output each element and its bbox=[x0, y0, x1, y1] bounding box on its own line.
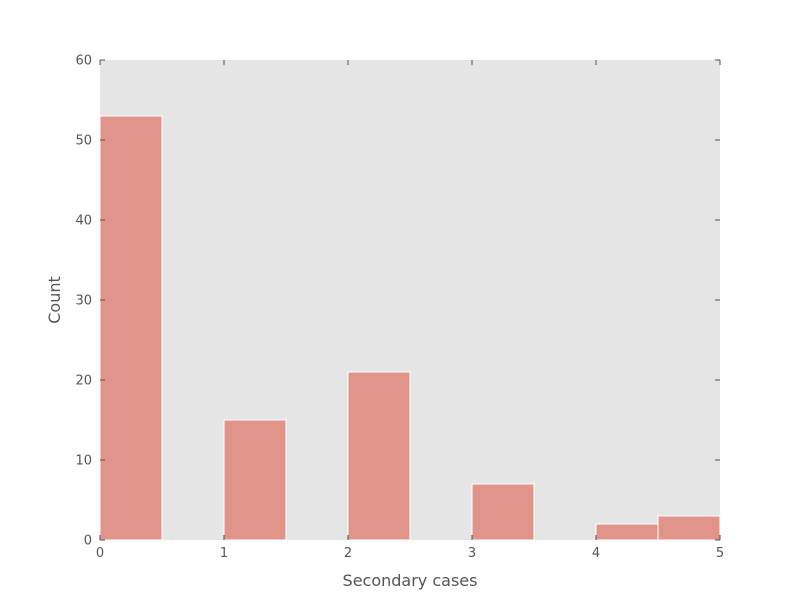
ticks-group bbox=[99, 59, 721, 541]
x-axis-label: Secondary cases bbox=[343, 571, 478, 590]
bar-2 bbox=[223, 419, 287, 541]
x-tick-label-2: 2 bbox=[344, 546, 352, 561]
y-tick-label-6: 60 bbox=[75, 54, 92, 69]
x-tick-label-4: 4 bbox=[592, 546, 600, 561]
bar-4 bbox=[347, 371, 411, 541]
bar-0 bbox=[99, 115, 163, 541]
y-tick-label-4: 40 bbox=[75, 214, 92, 229]
bar-9 bbox=[657, 515, 721, 541]
y-tick-label-3: 30 bbox=[75, 294, 92, 309]
y-axis-label: Count bbox=[45, 276, 64, 324]
bars-group bbox=[99, 115, 721, 541]
x-tick-label-0: 0 bbox=[96, 546, 104, 561]
x-tick-label-5: 5 bbox=[716, 546, 724, 561]
y-tick-label-2: 20 bbox=[75, 374, 92, 389]
bar-8 bbox=[595, 523, 659, 541]
y-tick-label-0: 0 bbox=[84, 534, 92, 549]
y-tick-label-5: 50 bbox=[75, 134, 92, 149]
x-tick-label-3: 3 bbox=[468, 546, 476, 561]
x-tick-label-1: 1 bbox=[220, 546, 228, 561]
bar-6 bbox=[471, 483, 535, 541]
y-tick-label-1: 10 bbox=[75, 454, 92, 469]
